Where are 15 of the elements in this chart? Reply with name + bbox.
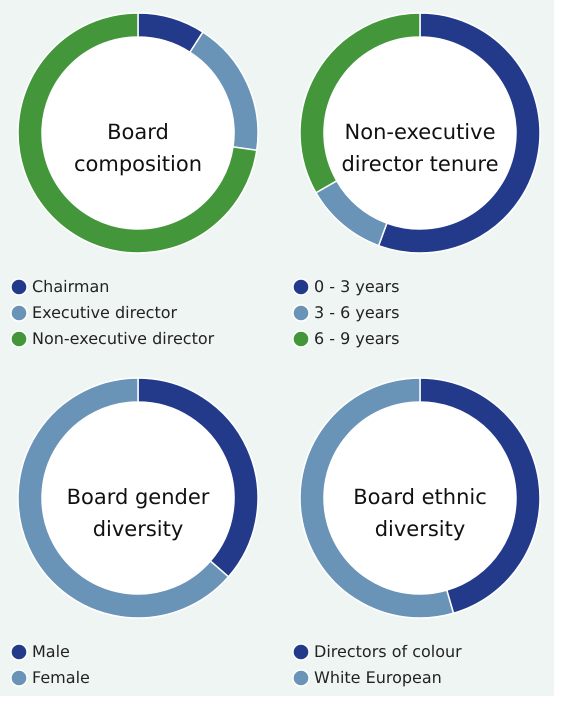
legend-label: Male [32, 642, 70, 661]
legend-label: Chairman [32, 277, 110, 296]
text: Board ethnic diversity [353, 485, 487, 541]
text: Non-executive director tenure [341, 120, 499, 176]
legend-label: Executive director [32, 303, 178, 322]
legend-label: White European [314, 668, 442, 687]
legend-label: 0 - 3 years [314, 277, 400, 296]
legend-label: Female [32, 668, 90, 687]
text: Board composition [74, 120, 202, 176]
donut-slice [17, 12, 258, 254]
text: Board gender diversity [66, 485, 210, 541]
legend-label: 3 - 6 years [314, 303, 400, 322]
legend-label: Non-executive director [32, 329, 215, 348]
legend-label: 6 - 9 years [314, 329, 400, 348]
legend-label: Directors of colour [314, 642, 462, 661]
